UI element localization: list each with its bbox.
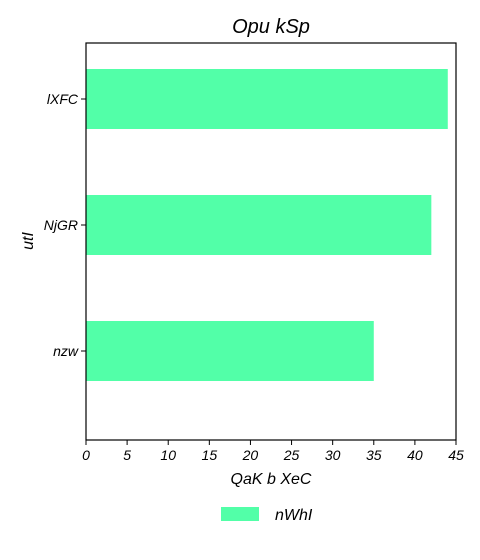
- legend-swatch: [221, 507, 259, 521]
- x-tick-label: 0: [82, 447, 90, 463]
- x-tick-label: 15: [202, 447, 218, 463]
- y-axis-ticks: nzw NjGR lXFC: [44, 91, 86, 359]
- x-tick-label: 10: [160, 447, 176, 463]
- y-axis-label: utI: [20, 232, 37, 250]
- y-tick-label: nzw: [53, 343, 79, 359]
- x-tick-label: 20: [242, 447, 259, 463]
- x-tick-label: 40: [407, 447, 423, 463]
- bars-group: [86, 69, 448, 381]
- bar-lXFC: [86, 69, 448, 129]
- y-tick-label: NjGR: [44, 217, 78, 233]
- y-tick-label: lXFC: [47, 91, 79, 107]
- x-axis-label: QaK b XeC: [231, 471, 312, 488]
- x-tick-label: 35: [366, 447, 382, 463]
- x-tick-label: 25: [283, 447, 300, 463]
- x-tick-label: 5: [123, 447, 131, 463]
- bar-NjGR: [86, 195, 432, 255]
- legend-label: nWhI: [275, 507, 313, 524]
- x-axis-ticks: 0 5 10 15 20 25 30 35 40 45: [82, 440, 464, 463]
- chart-title: Opu kSp: [232, 16, 310, 38]
- bar-nzw: [86, 321, 374, 381]
- x-tick-label: 30: [325, 447, 341, 463]
- x-tick-label: 45: [448, 447, 464, 463]
- legend: nWhI: [221, 507, 313, 524]
- plot-frame: [85, 42, 457, 441]
